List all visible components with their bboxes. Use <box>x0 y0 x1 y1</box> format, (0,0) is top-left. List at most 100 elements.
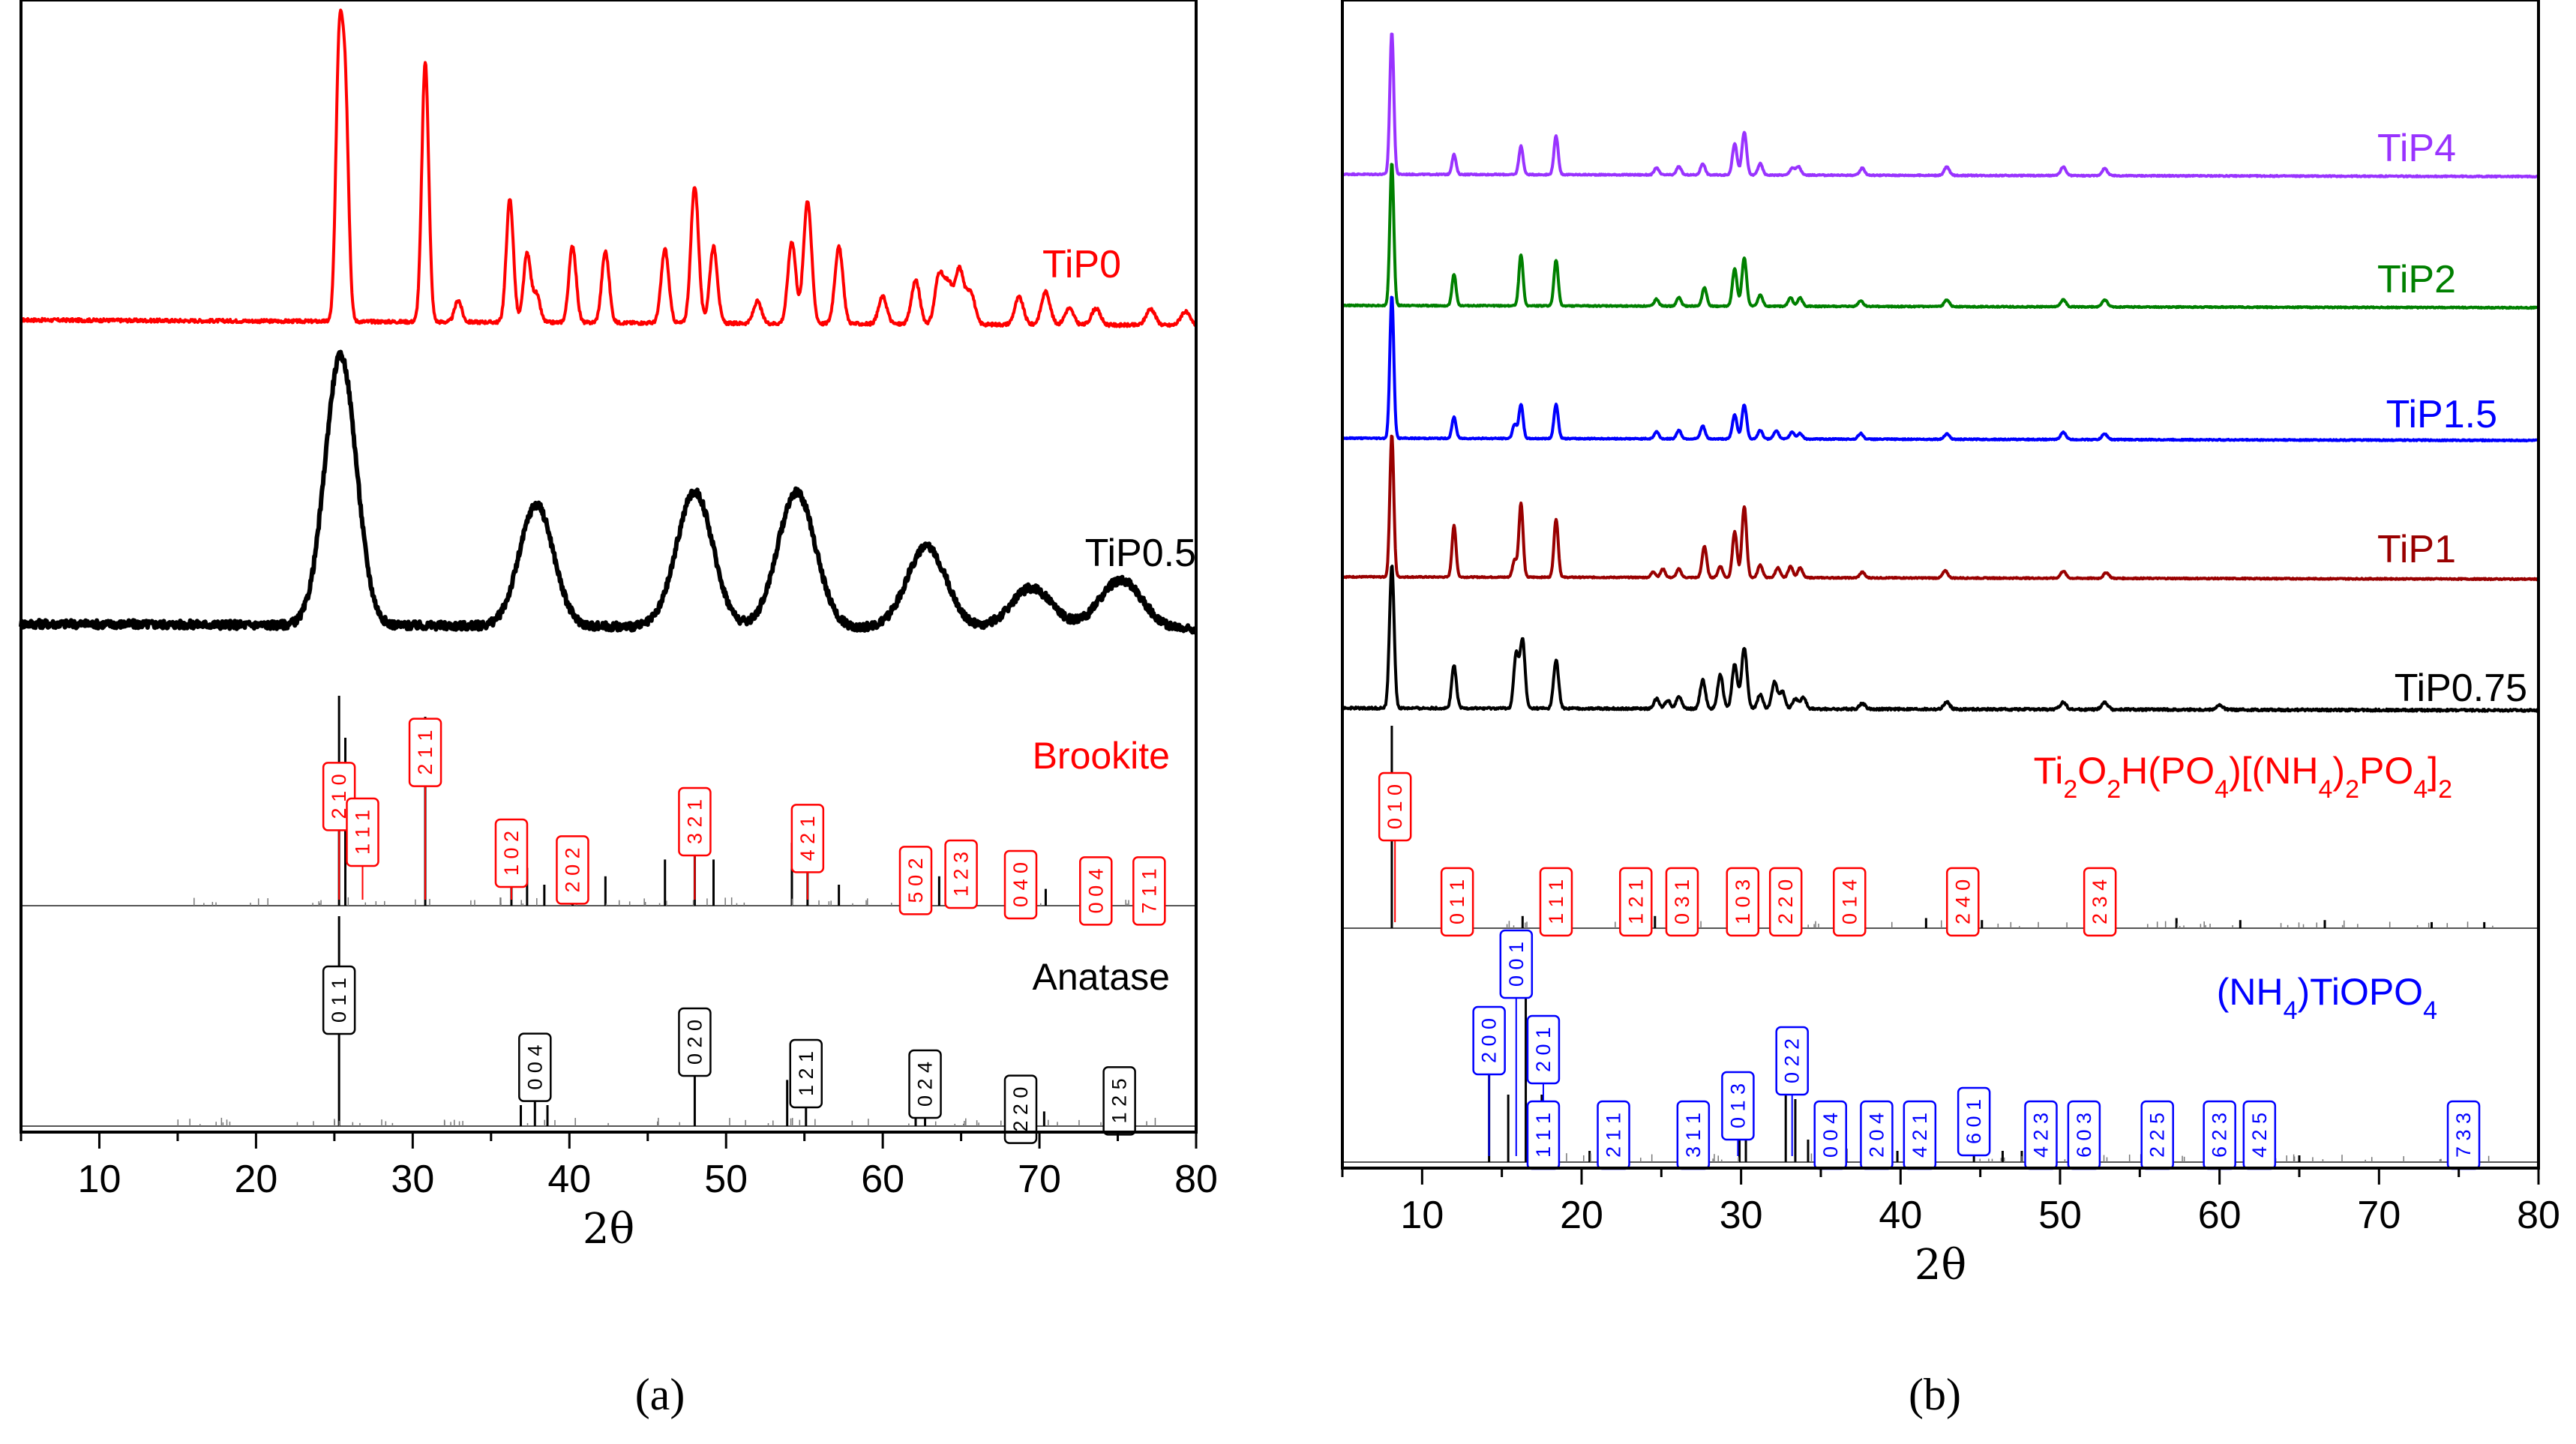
hkl-label: 2 2 0 <box>1009 1087 1032 1132</box>
hkl-box <box>1132 856 1166 926</box>
hkl-box <box>1079 856 1113 926</box>
hkl-box <box>1957 1086 1991 1157</box>
panel-b-chart: TiP4 TiP2 TiP1.5 TiP1 TiP0.75 0 1 0 0 1 1 1 1 1… <box>1341 0 2560 1419</box>
hkl-label: 0 0 1 <box>1505 942 1528 987</box>
x-tick-label: 60 <box>2198 1194 2242 1237</box>
hkl-label: 2 2 0 <box>1774 879 1797 924</box>
hkl-label: 4 2 5 <box>2248 1113 2271 1158</box>
x-tick-label: 70 <box>1018 1158 1061 1201</box>
hkl-box <box>408 718 442 787</box>
reference-label-part: 4 <box>2319 775 2333 804</box>
hkl-label: 7 3 3 <box>2452 1113 2475 1158</box>
reference-label-part: ) <box>2332 750 2345 792</box>
hkl-box <box>556 835 589 905</box>
hkl-label: 1 2 1 <box>795 1051 817 1096</box>
hkl-box <box>1665 867 1699 937</box>
hkl-box <box>1768 867 1803 937</box>
series-line-TiP4 <box>1341 32 2539 179</box>
hkl-box <box>1440 867 1474 937</box>
hkl-box <box>1003 1074 1038 1144</box>
reference-label: Anatase <box>1033 956 1170 998</box>
hkl-label: 2 4 0 <box>1951 879 1974 924</box>
hkl-label: 0 1 1 <box>1446 879 1468 924</box>
hkl-box <box>678 786 712 857</box>
hkl-box <box>789 1038 823 1109</box>
plot-frame <box>19 0 1198 1134</box>
hkl-box <box>944 839 978 909</box>
hkl-box <box>1619 867 1653 937</box>
x-tick-label: 20 <box>1560 1194 1603 1237</box>
reference-label-part: O <box>2077 750 2107 792</box>
series-label: TiP0.5 <box>1085 532 1196 575</box>
hkl-label: 4 2 3 <box>2029 1113 2052 1158</box>
hkl-label: 1 2 5 <box>1108 1078 1131 1123</box>
reference-label-part: PO <box>2359 750 2413 792</box>
hkl-label: 4 2 1 <box>1909 1113 1931 1158</box>
hkl-label: 3 2 1 <box>683 799 706 844</box>
hkl-label: 0 2 2 <box>1781 1038 1804 1083</box>
series-line-TiP0 <box>19 8 1197 328</box>
x-tick-label: 10 <box>78 1158 121 1201</box>
hkl-label: 0 0 4 <box>1819 1113 1842 1158</box>
reference-label: (NH4)TiOPO4 <box>2217 971 2437 1025</box>
reference-label: Ti2O2H(PO4)[(NH4)2PO4]2 <box>2034 750 2452 804</box>
series-line-TiP1 <box>1341 434 2539 582</box>
hkl-label: 7 1 1 <box>1138 868 1160 913</box>
hkl-label: 1 2 1 <box>1624 879 1647 924</box>
series-label: TiP1 <box>2377 528 2456 571</box>
hkl-box <box>1499 929 1534 999</box>
x-tick-label: 80 <box>2517 1194 2560 1237</box>
hkl-label: 6 2 3 <box>2209 1113 2231 1158</box>
hkl-label: 3 1 1 <box>1682 1113 1705 1158</box>
series-line-TiP05 <box>19 349 1198 635</box>
reference-label-part: (NH <box>2217 971 2284 1013</box>
reference-label-part: H(PO <box>2121 750 2215 792</box>
x-axis-title: 2θ <box>583 1205 634 1254</box>
x-tick-label: 80 <box>1174 1158 1218 1201</box>
x-tick-label: 50 <box>2038 1194 2082 1237</box>
reference-label-part: ] <box>2428 750 2438 792</box>
hkl-label: 0 3 1 <box>1671 879 1693 924</box>
hkl-label: 0 2 0 <box>683 1020 706 1065</box>
reference-label-part: Ti <box>2034 750 2064 792</box>
x-tick-label: 10 <box>1400 1194 1444 1237</box>
panel-caption: (b) <box>1909 1370 1961 1419</box>
x-tick-label: 50 <box>704 1158 748 1201</box>
x-tick-label: 40 <box>547 1158 591 1201</box>
hkl-box <box>494 818 529 888</box>
hkl-box <box>2083 867 2117 937</box>
series-label: TiP1.5 <box>2386 393 2497 436</box>
hkl-label: 0 4 0 <box>1009 862 1032 907</box>
hkl-label: 0 0 4 <box>523 1045 546 1090</box>
hkl-label: 5 0 2 <box>904 858 927 903</box>
hkl-box <box>1721 1071 1755 1141</box>
reference-label-part: )TiOPO <box>2298 971 2424 1013</box>
hkl-label: 6 0 1 <box>1963 1099 1985 1144</box>
hkl-box <box>1539 867 1573 937</box>
hkl-box <box>1775 1026 1809 1096</box>
hkl-label: 2 0 0 <box>1478 1018 1501 1063</box>
reference-label-part: )[(NH <box>2229 750 2318 792</box>
hkl-box <box>1946 867 1980 937</box>
panel-caption: (a) <box>635 1370 685 1419</box>
hkl-label: 1 1 1 <box>1545 879 1567 924</box>
x-axis-title: 2θ <box>1915 1241 1966 1290</box>
hkl-label: 2 3 4 <box>2089 879 2111 924</box>
hkl-label: 2 0 4 <box>1865 1113 1888 1158</box>
reference-label-part: 2 <box>2107 775 2121 804</box>
hkl-label: 2 1 1 <box>414 730 436 775</box>
hkl-box <box>1003 849 1038 920</box>
hkl-label: 1 1 1 <box>1532 1113 1555 1158</box>
reference-label-part: 4 <box>2284 996 2298 1025</box>
reference-label-part: 2 <box>2063 775 2077 804</box>
hkl-label: 2 0 1 <box>1532 1027 1555 1072</box>
series-label: TiP0.75 <box>2395 667 2527 710</box>
reference-label-part: 4 <box>2413 775 2428 804</box>
series-line-TiP15 <box>1341 295 2539 443</box>
hkl-label: 1 2 3 <box>950 852 973 897</box>
x-tick-label: 40 <box>1879 1194 1922 1237</box>
hkl-box <box>518 1032 552 1102</box>
series-label: TiP4 <box>2377 127 2456 170</box>
